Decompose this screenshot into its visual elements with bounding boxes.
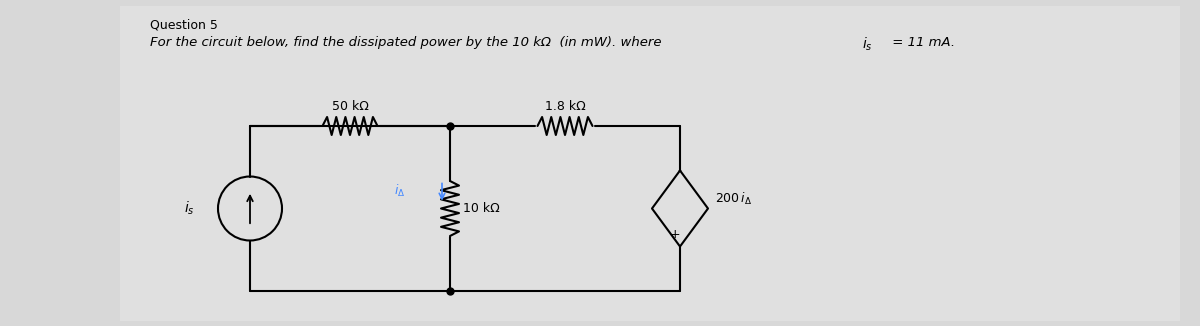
Text: 1.8 kΩ: 1.8 kΩ (545, 100, 586, 113)
Text: Question 5: Question 5 (150, 18, 218, 31)
Text: $i_s$: $i_s$ (862, 36, 872, 53)
Text: = 11 mA.: = 11 mA. (888, 36, 955, 49)
Text: $200\, i_\Delta$: $200\, i_\Delta$ (715, 190, 752, 207)
Text: +: + (670, 228, 680, 241)
Text: $i_s$: $i_s$ (185, 200, 194, 217)
Text: 50 kΩ: 50 kΩ (331, 100, 368, 113)
Text: For the circuit below, find the dissipated power by the 10 kΩ  (in mW). where: For the circuit below, find the dissipat… (150, 36, 666, 49)
Text: $i_\Delta$: $i_\Delta$ (394, 183, 406, 199)
Text: 10 kΩ: 10 kΩ (463, 202, 499, 215)
FancyBboxPatch shape (120, 6, 1180, 321)
